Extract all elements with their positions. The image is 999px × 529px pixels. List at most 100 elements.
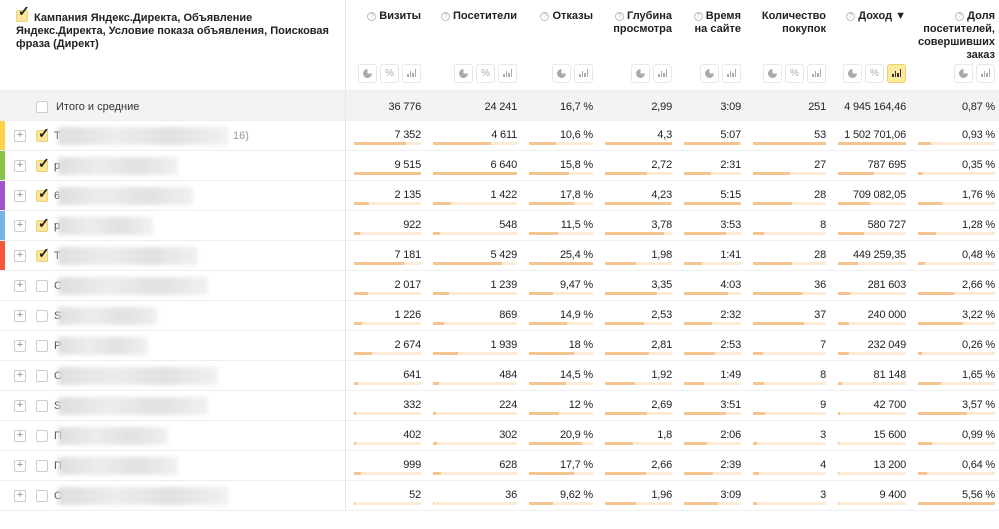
- bar-chart-icon[interactable]: [722, 63, 741, 83]
- row-checkbox[interactable]: [36, 279, 48, 292]
- pie-chart-icon[interactable]: [954, 63, 973, 83]
- row-name-initial[interactable]: p: [54, 220, 60, 232]
- row-name-initial[interactable]: П: [54, 460, 62, 472]
- help-icon[interactable]: ?: [441, 12, 451, 21]
- row-name-initial[interactable]: T: [54, 130, 61, 142]
- expand-icon[interactable]: +: [14, 279, 26, 292]
- pie-chart-icon[interactable]: [454, 63, 473, 83]
- cell-purchases: 4: [745, 450, 830, 481]
- pie-chart-icon[interactable]: [700, 63, 719, 83]
- value-bar: [529, 171, 593, 175]
- row-name-initial[interactable]: C: [54, 490, 62, 502]
- row-checkbox[interactable]: [36, 185, 50, 202]
- row-name-initial[interactable]: p: [54, 160, 60, 172]
- row-name-initial[interactable]: T: [54, 250, 61, 262]
- row-checkbox[interactable]: [36, 429, 48, 442]
- expand-icon[interactable]: +: [14, 369, 26, 382]
- totals-checkbox[interactable]: [36, 100, 48, 113]
- expand-icon[interactable]: +: [14, 339, 26, 352]
- row-name-initial[interactable]: S: [54, 310, 61, 322]
- percent-icon[interactable]: %: [380, 63, 399, 83]
- select-all-checkbox[interactable]: [16, 5, 30, 22]
- percent-icon[interactable]: %: [865, 63, 884, 83]
- value-bar: [605, 171, 672, 175]
- bar-chart-icon[interactable]: [498, 63, 517, 83]
- table-row[interactable]: + T 16) 7 352 4 611 10,6 % 4,3 5:07 53 1 502 701,…: [0, 120, 999, 151]
- expand-icon[interactable]: +: [14, 309, 26, 322]
- column-header-page-depth[interactable]: ? Глубина просмотра: [597, 0, 676, 91]
- help-icon[interactable]: ?: [367, 12, 377, 21]
- expand-icon[interactable]: +: [14, 249, 26, 262]
- bar-chart-icon[interactable]: [402, 63, 421, 83]
- pie-chart-icon[interactable]: [631, 63, 650, 83]
- expand-icon[interactable]: +: [14, 189, 26, 202]
- row-checkbox[interactable]: [36, 339, 48, 352]
- cell-visits: 2 135: [345, 180, 425, 211]
- help-icon[interactable]: ?: [540, 12, 550, 21]
- help-icon[interactable]: ?: [846, 12, 856, 21]
- table-row[interactable]: +6 2 135 1 422 17,8 % 4,23 5:15 28 709 082,05 1,…: [0, 180, 999, 211]
- row-checkbox[interactable]: [36, 155, 50, 172]
- help-icon[interactable]: ?: [615, 12, 625, 21]
- cell-value: 12 %: [568, 398, 593, 411]
- value-bar-fill: [433, 441, 437, 445]
- cell-visits: 641: [345, 360, 425, 391]
- dimension-header[interactable]: Кампания Яндекс.Директа, Объявление Янде…: [0, 0, 346, 91]
- column-header-time-on-site[interactable]: ? Время на сайте: [676, 0, 745, 91]
- row-checkbox[interactable]: [36, 489, 48, 502]
- value-bar: [529, 351, 593, 355]
- expand-icon[interactable]: +: [14, 219, 26, 232]
- row-checkbox[interactable]: [36, 125, 50, 142]
- expand-icon[interactable]: +: [14, 159, 26, 172]
- pie-chart-icon[interactable]: [843, 63, 862, 83]
- column-header-visitors[interactable]: ? Посетители%: [425, 0, 521, 91]
- row-checkbox[interactable]: [36, 459, 48, 472]
- percent-icon[interactable]: %: [476, 63, 495, 83]
- column-header-purchases[interactable]: Количество покупок%: [745, 0, 830, 91]
- row-checkbox[interactable]: [36, 215, 50, 232]
- row-checkbox[interactable]: [36, 399, 48, 412]
- row-name-initial[interactable]: C: [54, 280, 62, 292]
- column-header-conversion-share[interactable]: ? Доля посетителей, совершивших заказ: [910, 0, 999, 91]
- bar-chart-icon[interactable]: [807, 63, 826, 83]
- percent-icon[interactable]: %: [785, 63, 804, 83]
- pie-chart-icon[interactable]: [358, 63, 377, 83]
- bar-chart-icon[interactable]: [653, 63, 672, 83]
- row-name-initial[interactable]: П: [54, 430, 62, 442]
- bar-chart-icon[interactable]: [574, 63, 593, 83]
- expand-icon[interactable]: +: [14, 489, 26, 502]
- expand-icon[interactable]: +: [14, 399, 26, 412]
- expand-icon[interactable]: +: [14, 429, 26, 442]
- column-header-visits[interactable]: ? Визиты%: [345, 0, 425, 91]
- expand-icon[interactable]: +: [14, 129, 26, 142]
- row-name-initial[interactable]: 6: [54, 190, 60, 202]
- column-header-bounce-rate[interactable]: ? Отказы: [521, 0, 597, 91]
- row-name-initial[interactable]: P: [54, 340, 61, 352]
- value-bar-fill: [529, 231, 558, 235]
- help-icon[interactable]: ?: [693, 12, 703, 21]
- pie-chart-icon[interactable]: [763, 63, 782, 83]
- row-checkbox[interactable]: [36, 309, 48, 322]
- row-name-initial[interactable]: C: [54, 370, 62, 382]
- row-checkbox[interactable]: [36, 245, 50, 262]
- row-checkbox[interactable]: [36, 369, 48, 382]
- pie-chart-icon[interactable]: [552, 63, 571, 83]
- row-name-initial[interactable]: S: [54, 400, 61, 412]
- help-icon[interactable]: ?: [955, 12, 965, 21]
- bar-chart-icon[interactable]: [976, 63, 995, 83]
- value-bar: [529, 501, 593, 505]
- column-header-revenue[interactable]: ? Доход ▼%: [830, 0, 910, 91]
- expand-icon[interactable]: +: [14, 459, 26, 472]
- bar-chart-icon[interactable]: [887, 63, 906, 83]
